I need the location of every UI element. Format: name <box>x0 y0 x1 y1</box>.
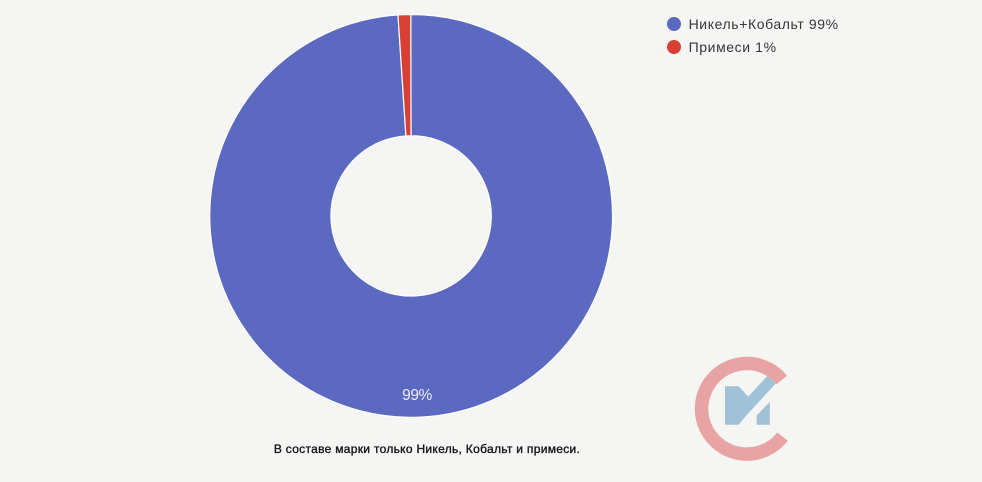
svg-text:99%: 99% <box>402 387 432 404</box>
